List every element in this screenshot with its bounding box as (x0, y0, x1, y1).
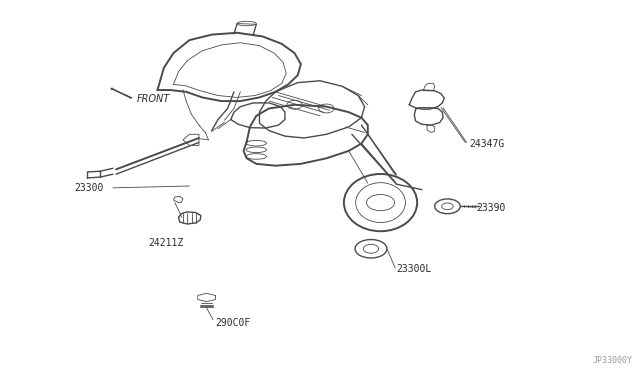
Text: 290C0F: 290C0F (215, 318, 250, 328)
Text: FRONT: FRONT (137, 94, 170, 104)
Text: 23390: 23390 (476, 203, 506, 213)
Text: 24347G: 24347G (470, 138, 505, 148)
Text: 24211Z: 24211Z (148, 238, 183, 248)
Text: 23300L: 23300L (396, 264, 432, 274)
Text: 23300: 23300 (75, 183, 104, 193)
Text: JP33000Y: JP33000Y (592, 356, 632, 365)
